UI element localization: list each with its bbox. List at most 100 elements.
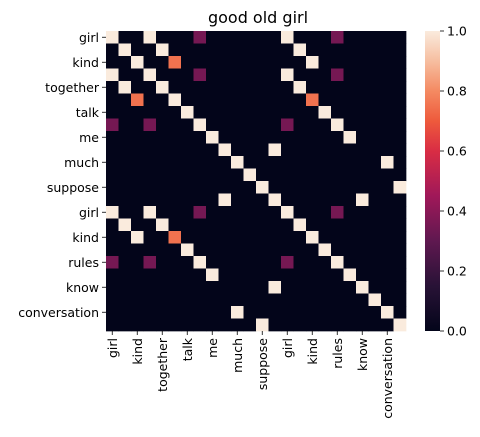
heatmap-cell: [143, 318, 157, 332]
heatmap-cell: [331, 106, 344, 119]
heatmap-cell: [156, 143, 169, 157]
heatmap-cell: [193, 168, 207, 182]
heatmap-cell: [293, 218, 307, 232]
column-tick-label: kind: [305, 338, 320, 365]
heatmap-cell: [131, 256, 144, 269]
heatmap-cell: [306, 43, 319, 57]
heatmap-cell: [106, 206, 119, 219]
heatmap-cell: [131, 193, 144, 207]
heatmap-cell: [131, 118, 144, 132]
heatmap-cell: [206, 181, 219, 194]
heatmap-cell: [181, 306, 194, 319]
heatmap-cell: [181, 243, 194, 257]
heatmap-cell: [293, 243, 307, 257]
heatmap-cell: [381, 218, 394, 232]
heatmap-cell: [318, 118, 332, 132]
heatmap-cell: [106, 43, 119, 57]
heatmap-cell: [306, 31, 319, 44]
heatmap-cell: [293, 131, 307, 144]
heatmap-cell: [106, 156, 119, 169]
heatmap-cell: [293, 281, 307, 294]
heatmap-cell: [106, 293, 119, 307]
heatmap-cell: [106, 268, 119, 282]
heatmap-cell: [331, 143, 344, 157]
column-tick-label: know: [355, 338, 370, 371]
heatmap-cell: [368, 268, 382, 282]
heatmap-cell: [281, 243, 294, 257]
colorbar-tick-label: 0.4: [447, 204, 467, 219]
heatmap-cell: [131, 281, 144, 294]
heatmap-cell: [131, 206, 144, 219]
heatmap-cell: [206, 143, 219, 157]
heatmap-cell: [231, 156, 244, 169]
heatmap-cell: [343, 31, 357, 44]
heatmap-cell: [243, 306, 257, 319]
heatmap-cell: [381, 181, 394, 194]
heatmap-cell: [318, 218, 332, 232]
colorbar-tick-label: 0.8: [447, 84, 467, 99]
heatmap-cell: [268, 156, 282, 169]
heatmap-cell: [281, 206, 294, 219]
heatmap-cell: [193, 31, 207, 44]
heatmap-cell: [368, 106, 382, 119]
heatmap-cell: [218, 43, 232, 57]
heatmap-cell: [243, 118, 257, 132]
heatmap-cell: [393, 93, 407, 107]
column-tick-label: me: [205, 338, 220, 358]
heatmap-cell: [381, 68, 394, 82]
column-tick-label: girl: [105, 338, 120, 358]
heatmap-cell: [393, 318, 407, 332]
heatmap-cell: [368, 68, 382, 82]
heatmap-cell: [293, 206, 307, 219]
heatmap-cell: [356, 268, 369, 282]
heatmap-cell: [368, 206, 382, 219]
heatmap-cell: [331, 268, 344, 282]
heatmap-cell: [168, 268, 182, 282]
heatmap-cell: [156, 81, 169, 94]
heatmap-cell: [381, 156, 394, 169]
heatmap-cell: [318, 293, 332, 307]
heatmap-cell: [231, 56, 244, 69]
heatmap-cell: [106, 231, 119, 244]
heatmap-cell: [193, 118, 207, 132]
heatmap-cell: [168, 68, 182, 82]
heatmap-cell: [368, 256, 382, 269]
heatmap-cell: [143, 81, 157, 94]
heatmap-cell: [168, 81, 182, 94]
heatmap-cell: [318, 31, 332, 44]
heatmap-cell: [393, 106, 407, 119]
heatmap-cell: [231, 256, 244, 269]
heatmap-cell: [268, 306, 282, 319]
heatmap-cell: [168, 306, 182, 319]
heatmap-cell: [231, 131, 244, 144]
heatmap-cell: [331, 43, 344, 57]
heatmap-cell: [281, 306, 294, 319]
heatmap-cell: [243, 218, 257, 232]
heatmap-cell: [193, 231, 207, 244]
heatmap-cell: [218, 268, 232, 282]
chart-title: good old girl: [208, 8, 308, 27]
row-tick-label: kind: [72, 230, 99, 245]
heatmap-cell: [368, 218, 382, 232]
heatmap-cell: [143, 131, 157, 144]
heatmap-cell: [318, 93, 332, 107]
heatmap-cell: [131, 181, 144, 194]
heatmap-cell: [168, 143, 182, 157]
heatmap-cell: [318, 268, 332, 282]
heatmap-cell: [343, 318, 357, 332]
heatmap-cell: [293, 181, 307, 194]
heatmap-cell: [168, 106, 182, 119]
heatmap-cell: [243, 268, 257, 282]
row-tick-label: me: [79, 130, 99, 145]
heatmap-cell: [106, 218, 119, 232]
heatmap-cell: [131, 156, 144, 169]
heatmap-cell: [143, 181, 157, 194]
heatmap-cell: [156, 256, 169, 269]
heatmap-cell: [206, 243, 219, 257]
heatmap-cell: [331, 318, 344, 332]
heatmap-cell: [243, 81, 257, 94]
heatmap-cell: [231, 68, 244, 82]
heatmap-cell: [393, 143, 407, 157]
heatmap-cell: [356, 193, 369, 207]
heatmap-cell: [131, 68, 144, 82]
